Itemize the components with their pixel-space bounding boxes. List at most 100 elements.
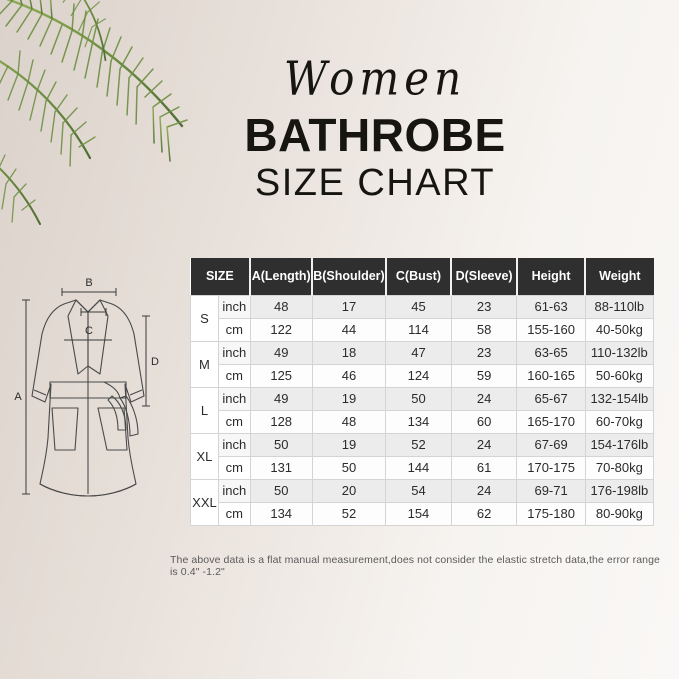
measurement-cell: 144 (385, 455, 452, 480)
title-script-women: Women (283, 51, 467, 106)
measurement-cell: 132-154lb (584, 386, 655, 411)
unit-label: cm (217, 363, 251, 388)
measurement-cell: 134 (249, 501, 313, 526)
unit-label: cm (217, 501, 251, 526)
measurement-cell: 50 (249, 432, 313, 457)
measurement-cell: 65-67 (516, 386, 586, 411)
size-label: M (190, 340, 219, 388)
measurement-cell: 88-110lb (584, 294, 655, 319)
measurement-cell: 131 (249, 455, 313, 480)
measurement-cell: 175-180 (516, 501, 586, 526)
measurement-cell: 176-198lb (584, 478, 655, 503)
measurement-cell: 19 (311, 386, 387, 411)
measurement-cell: 47 (385, 340, 452, 365)
measurement-cell: 23 (450, 294, 518, 319)
unit-label: cm (217, 409, 251, 434)
measurement-cell: 50-60kg (584, 363, 655, 388)
table-row: XL inch 50 19 52 24 67-69 154-176lb (190, 432, 655, 480)
measurement-cell: 52 (385, 432, 452, 457)
measurement-cell: 17 (311, 294, 387, 319)
measurement-cell: 124 (385, 363, 452, 388)
measurement-cell: 80-90kg (584, 501, 655, 526)
measurement-cell: 63-65 (516, 340, 586, 365)
bathrobe-illustration: A B C D (14, 278, 159, 497)
measurement-cell: 62 (450, 501, 518, 526)
measurement-cell: 40-50kg (584, 317, 655, 342)
column-header-height: Height (515, 258, 587, 295)
measurement-cell: 20 (311, 478, 387, 503)
table-row: cm 128 48 134 60 165-170 60-70kg (191, 409, 655, 434)
size-label: S (190, 294, 219, 342)
measurement-cell: 48 (249, 294, 313, 319)
measurement-cell: 24 (450, 478, 518, 503)
column-header-length: A(Length) (249, 258, 314, 295)
size-label: XXL (190, 478, 219, 526)
table-row: cm 125 46 124 59 160-165 50-60kg (191, 363, 655, 388)
table-row: cm 122 44 114 58 155-160 40-50kg (191, 317, 655, 342)
size-label: L (190, 386, 219, 434)
measurement-cell: 128 (249, 409, 313, 434)
unit-label: cm (217, 455, 251, 480)
measurement-cell: 60-70kg (584, 409, 655, 434)
column-header-size: SIZE (190, 258, 252, 295)
title-size-chart: SIZE CHART (254, 162, 496, 204)
measurement-cell: 125 (249, 363, 313, 388)
measurement-cell: 24 (450, 432, 518, 457)
unit-label: cm (217, 317, 251, 342)
measurement-cell: 154-176lb (584, 432, 655, 457)
measurement-cell: 50 (311, 455, 387, 480)
unit-label: inch (217, 340, 251, 365)
measurement-cell: 134 (385, 409, 452, 434)
measurement-cell: 60 (450, 409, 518, 434)
measurement-cell: 44 (311, 317, 387, 342)
column-header-weight: Weight (584, 258, 654, 295)
measurement-cell: 170-175 (516, 455, 586, 480)
label-b: B (85, 278, 92, 289)
measurement-cell: 19 (311, 432, 387, 457)
measurement-cell: 160-165 (516, 363, 586, 388)
table-row: cm 134 52 154 62 175-180 80-90kg (191, 501, 655, 526)
measurement-cell: 49 (249, 340, 313, 365)
measurement-cell: 154 (385, 501, 452, 526)
size-chart-table: SIZE A(Length) B(Shoulder) C(Bust) D(Sle… (190, 258, 655, 526)
unit-label: inch (217, 386, 251, 411)
measurement-cell: 24 (450, 386, 518, 411)
measurement-cell: 50 (385, 386, 452, 411)
table-header-row: SIZE A(Length) B(Shoulder) C(Bust) D(Sle… (190, 258, 654, 295)
measurement-cell: 114 (385, 317, 452, 342)
measurement-cell: 59 (450, 363, 518, 388)
measurement-cell: 61 (450, 455, 518, 480)
table-row: XXL inch 50 20 54 24 69-71 176-198lb (190, 478, 655, 526)
measurement-cell: 18 (311, 340, 387, 365)
measurement-cell: 70-80kg (584, 455, 655, 480)
measurement-cell: 49 (249, 386, 313, 411)
column-header-shoulder: B(Shoulder) (311, 258, 387, 295)
measurement-disclaimer: The above data is a flat manual measurem… (170, 554, 660, 578)
measurement-cell: 54 (385, 478, 452, 503)
measurement-cell: 46 (311, 363, 387, 388)
label-a: A (14, 391, 22, 403)
measurement-cell: 23 (450, 340, 518, 365)
measurement-cell: 110-132lb (584, 340, 655, 365)
measurement-cell: 69-71 (516, 478, 586, 503)
label-d: D (151, 356, 159, 368)
column-header-bust: C(Bust) (384, 258, 453, 295)
unit-label: inch (217, 294, 251, 319)
unit-label: inch (217, 478, 251, 503)
measurement-cell: 122 (249, 317, 313, 342)
title-bathrobe: BATHROBE (244, 109, 506, 161)
size-label: XL (190, 432, 219, 480)
measurement-cell: 45 (385, 294, 452, 319)
unit-label: inch (217, 432, 251, 457)
table-row: cm 131 50 144 61 170-175 70-80kg (191, 455, 655, 480)
measurement-cell: 165-170 (516, 409, 586, 434)
page-title: Women BATHROBE SIZE CHART (190, 51, 560, 205)
column-header-sleeve: D(Sleeve) (450, 258, 518, 295)
label-c: C (85, 325, 93, 337)
measurement-cell: 61-63 (516, 294, 586, 319)
measurement-cell: 50 (249, 478, 313, 503)
measurement-cell: 48 (311, 409, 387, 434)
